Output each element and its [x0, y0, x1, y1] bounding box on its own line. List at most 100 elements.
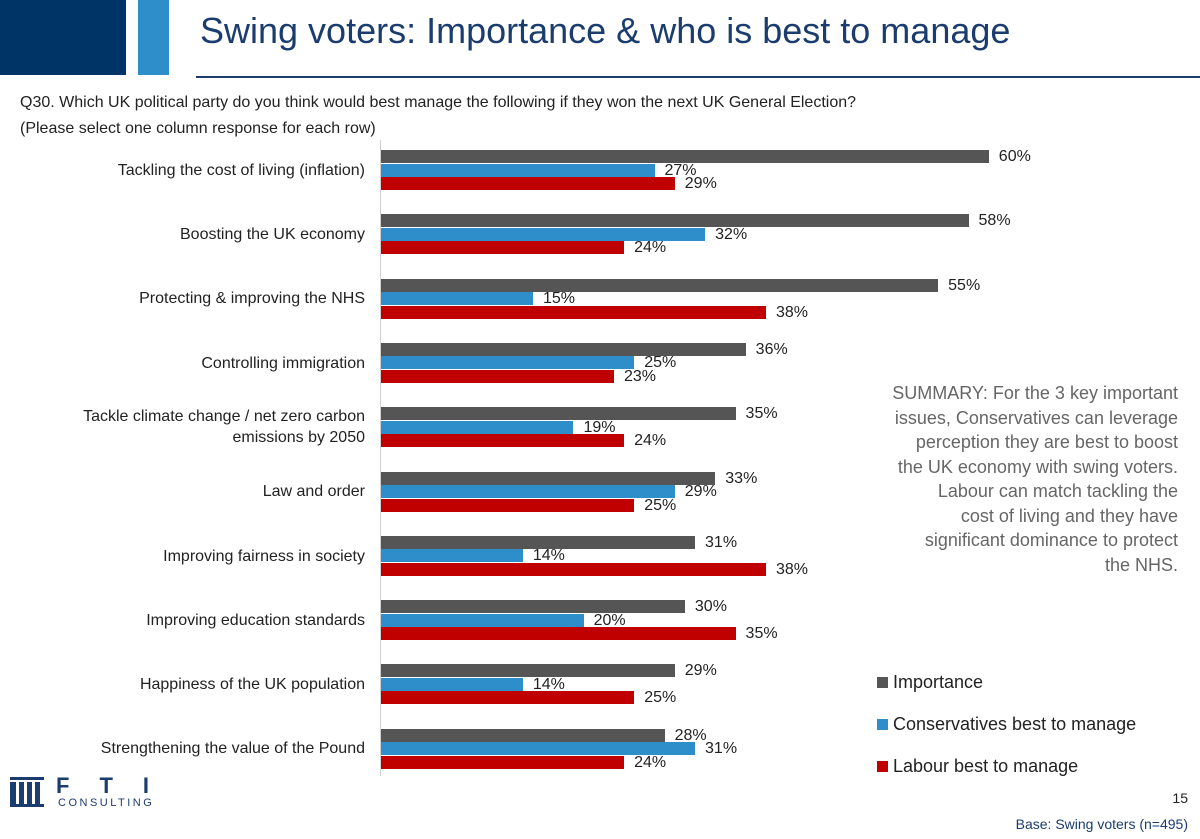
- bar: [381, 755, 625, 769]
- bar-value-label: 29%: [684, 483, 717, 500]
- bar: [381, 150, 989, 163]
- bar: [381, 227, 706, 241]
- bar-value-label: 25%: [644, 354, 677, 372]
- bar-value-label: 35%: [745, 625, 778, 643]
- bar-value-label: 33%: [725, 469, 758, 487]
- bar: [381, 677, 523, 691]
- legend-item: Labour best to manage: [877, 756, 1078, 777]
- question-text: Q30. Which UK political party do you thi…: [20, 90, 856, 142]
- bar-value-label: 14%: [532, 547, 565, 565]
- bar: [381, 356, 635, 370]
- bar: [381, 471, 716, 485]
- question-line-1: Q30. Which UK political party do you thi…: [20, 94, 857, 111]
- category-label: Happiness of the UK population: [5, 674, 365, 695]
- category-label: Controlling immigration: [5, 353, 365, 374]
- fti-consulting-logo: FTI CONSULTING: [10, 773, 170, 809]
- category-label: Protecting & improving the NHS: [5, 288, 365, 309]
- bar: [381, 342, 746, 356]
- logo-wordmark: FTI: [56, 773, 170, 798]
- summary-text: SUMMARY: For the 3 key important issues, …: [850, 381, 1178, 577]
- bar: [381, 305, 766, 319]
- summary-line: SUMMARY: For the 3 key important: [892, 383, 1178, 403]
- bar-value-label: 31%: [705, 740, 738, 758]
- bar-value-label: 27%: [664, 161, 697, 179]
- summary-line: the UK economy with swing voters.: [897, 456, 1178, 477]
- bar-value-label: 19%: [583, 418, 616, 436]
- bar: [381, 292, 533, 306]
- category-label-line: Strengthening the value of the Pound: [100, 740, 365, 758]
- bar: [381, 163, 655, 177]
- bar: [381, 241, 625, 255]
- legend-item: Conservatives best to manage: [877, 714, 1136, 735]
- base-note: Base: Swing voters (n=495): [1015, 816, 1188, 832]
- category-label-line: Law and order: [262, 483, 365, 501]
- legend-label: Importance: [893, 672, 984, 692]
- page-title: Swing voters: Importance & who is best t…: [200, 10, 1011, 51]
- bar: [381, 177, 675, 190]
- bar-value-label: 29%: [684, 175, 717, 192]
- bar-value-label: 36%: [755, 340, 788, 358]
- bar: [381, 485, 675, 498]
- header-block-blue: [138, 0, 169, 75]
- bar: [381, 728, 665, 742]
- bar: [381, 407, 736, 421]
- bar: [381, 434, 625, 448]
- category-label: Tackling the cost of living (inflation): [5, 160, 365, 181]
- bar-value-label: 24%: [634, 753, 667, 771]
- summary-line: significant dominance to protect: [924, 530, 1178, 550]
- bar-value-label: 31%: [705, 533, 738, 551]
- category-label-line: Protecting & improving the NHS: [139, 290, 365, 308]
- bar-value-label: 38%: [775, 560, 808, 578]
- bar-value-label: 25%: [644, 689, 677, 707]
- bar-value-label: 30%: [694, 598, 727, 616]
- bar-value-label: 29%: [684, 662, 717, 680]
- bar: [381, 742, 696, 756]
- summary-line: the NHS.: [1104, 554, 1178, 575]
- bar-value-label: 35%: [745, 405, 778, 423]
- bar: [381, 214, 969, 228]
- bar-value-label: 28%: [674, 726, 707, 744]
- bar-value-label: 14%: [532, 675, 565, 693]
- bar: [381, 549, 523, 563]
- category-label: Improving education standards: [5, 610, 365, 631]
- legend-swatch: [877, 677, 888, 688]
- bar-value-label: 24%: [634, 432, 667, 450]
- category-label: Strengthening the value of the Pound: [5, 738, 365, 759]
- category-label-line: emissions by 2050: [232, 429, 365, 447]
- logo-pillar-icon: [10, 777, 44, 807]
- bar-value-label: 55%: [948, 276, 981, 294]
- bar: [381, 691, 635, 705]
- chart-axis-line: [380, 140, 381, 776]
- bar-value-label: 38%: [775, 303, 808, 321]
- bar-value-label: 24%: [634, 239, 667, 257]
- category-label-line: Happiness of the UK population: [139, 676, 365, 694]
- page-number: 15: [1172, 790, 1188, 806]
- bar-value-label: 25%: [644, 496, 677, 514]
- question-line-2: (Please select one column response for e…: [20, 120, 376, 137]
- bar-value-label: 20%: [593, 611, 626, 629]
- bar-value-label: 15%: [542, 290, 575, 308]
- category-label: Tackle climate change / net zero carbon e…: [5, 406, 365, 448]
- title-rule: [196, 76, 1200, 78]
- legend-label: Conservatives best to manage: [893, 714, 1137, 734]
- legend-item: Importance: [877, 672, 983, 693]
- legend-swatch: [877, 761, 888, 772]
- category-label-line: Improving fairness in society: [163, 547, 365, 565]
- bar: [381, 613, 584, 627]
- bar-value-label: 58%: [978, 212, 1011, 230]
- category-label-line: Improving education standards: [146, 611, 365, 629]
- bar-value-label: 60%: [998, 148, 1031, 165]
- category-label-line: Boosting the UK economy: [180, 226, 365, 244]
- category-label: Improving fairness in society: [5, 546, 365, 567]
- bar-value-label: 32%: [715, 225, 748, 243]
- bar: [381, 420, 574, 434]
- bar: [381, 600, 685, 614]
- bar-value-label: 23%: [623, 367, 657, 385]
- category-label: Boosting the UK economy: [5, 224, 365, 245]
- summary-line: perception they are best to boost: [915, 432, 1178, 452]
- category-label-line: Controlling immigration: [201, 354, 365, 372]
- logo-subtext: CONSULTING: [58, 797, 154, 809]
- category-label: Law and order: [5, 481, 365, 502]
- bar: [381, 627, 736, 641]
- summary-line: Labour can match tackling the: [937, 481, 1178, 501]
